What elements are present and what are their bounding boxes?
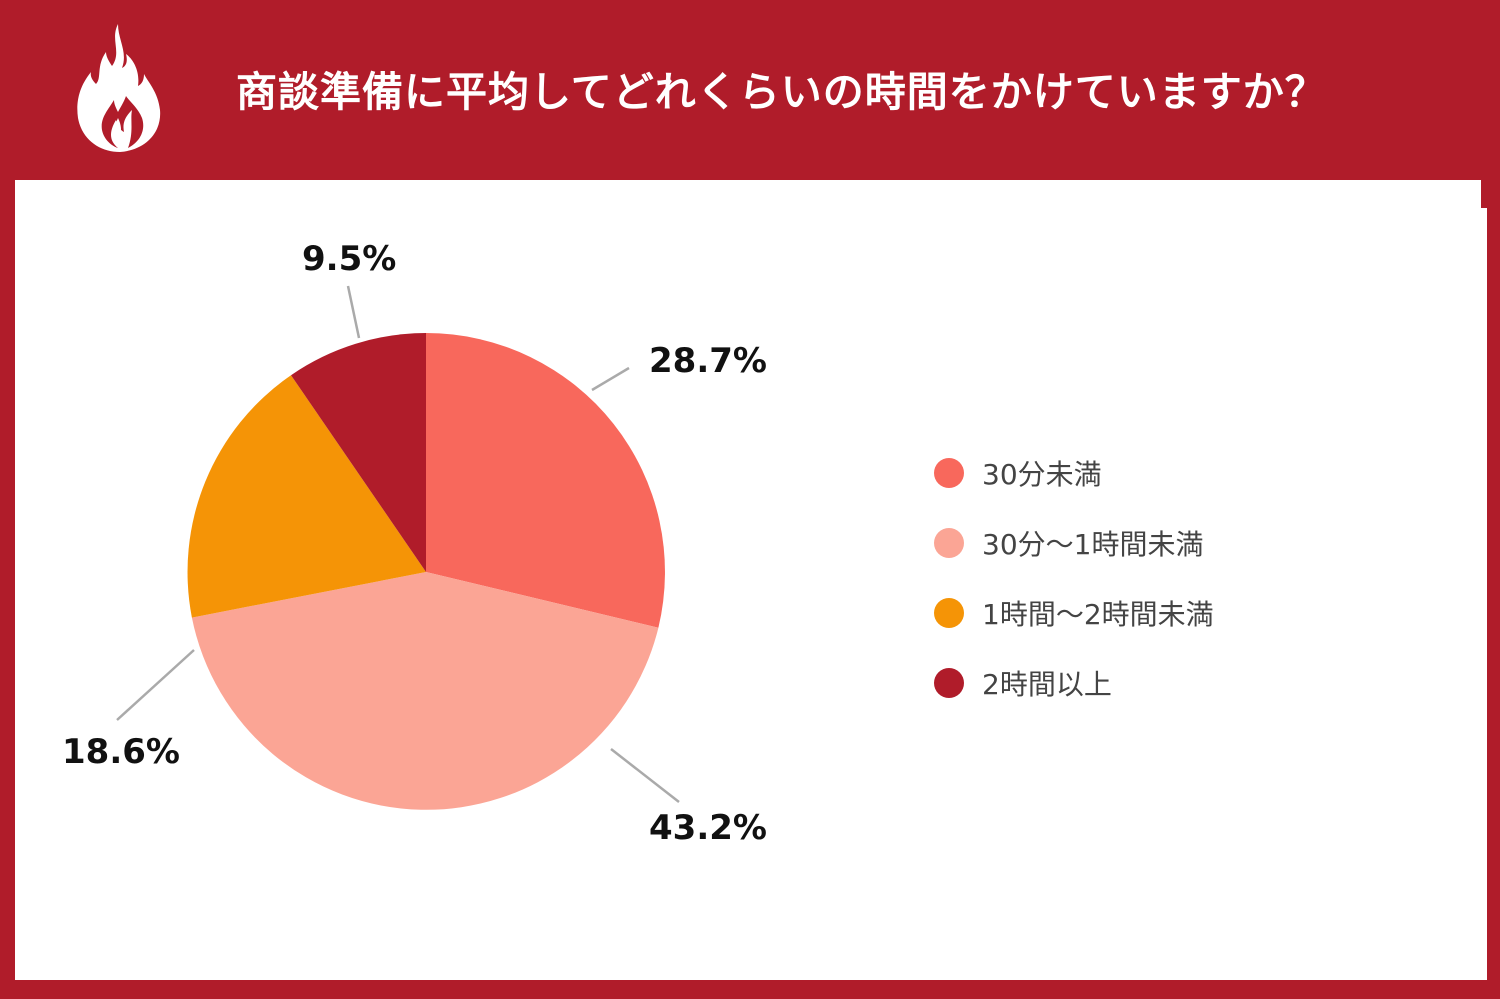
pie-slice-over-2h [291,333,426,572]
legend-item-over-2h: 2時間以上 [934,648,1214,718]
pie-slice-1h-2h [187,375,426,618]
legend-item-1h-2h: 1時間〜2時間未満 [934,578,1214,648]
pie-slice-under-30min [426,333,665,628]
legend: 30分未満 30分〜1時間未満 1時間〜2時間未満 2時間以上 [934,438,1214,718]
panel-border-detail [1481,180,1487,208]
legend-label: 30分未満 [982,458,1102,491]
flame-icon [77,24,161,152]
slice-label-over-2h: 9.5% [302,239,397,279]
legend-label: 30分〜1時間未満 [982,528,1204,561]
leader-line-18-6 [116,649,195,721]
legend-dot-icon [934,598,964,628]
pie-slice-30min-1h [191,572,659,810]
legend-item-30min-1h: 30分〜1時間未満 [934,508,1214,578]
legend-dot-icon [934,528,964,558]
legend-label: 2時間以上 [982,668,1112,701]
slice-label-30min-1h: 43.2% [649,808,767,848]
legend-item-under-30min: 30分未満 [934,438,1214,508]
leader-line-43-2 [610,748,680,803]
leader-line-28-7 [591,366,630,392]
header: 商談準備に平均してどれくらいの時間をかけていますか？ [0,0,1500,180]
slice-label-1h-2h: 18.6% [62,732,180,772]
legend-label: 1時間〜2時間未満 [982,598,1214,631]
slice-label-under-30min: 28.7% [649,341,767,381]
chart-title: 商談準備に平均してどれくらいの時間をかけていますか？ [236,68,1327,116]
legend-dot-icon [934,668,964,698]
legend-dot-icon [934,458,964,488]
leader-line-9-5 [346,285,361,339]
